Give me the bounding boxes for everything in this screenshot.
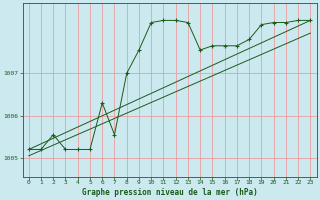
- X-axis label: Graphe pression niveau de la mer (hPa): Graphe pression niveau de la mer (hPa): [82, 188, 258, 197]
